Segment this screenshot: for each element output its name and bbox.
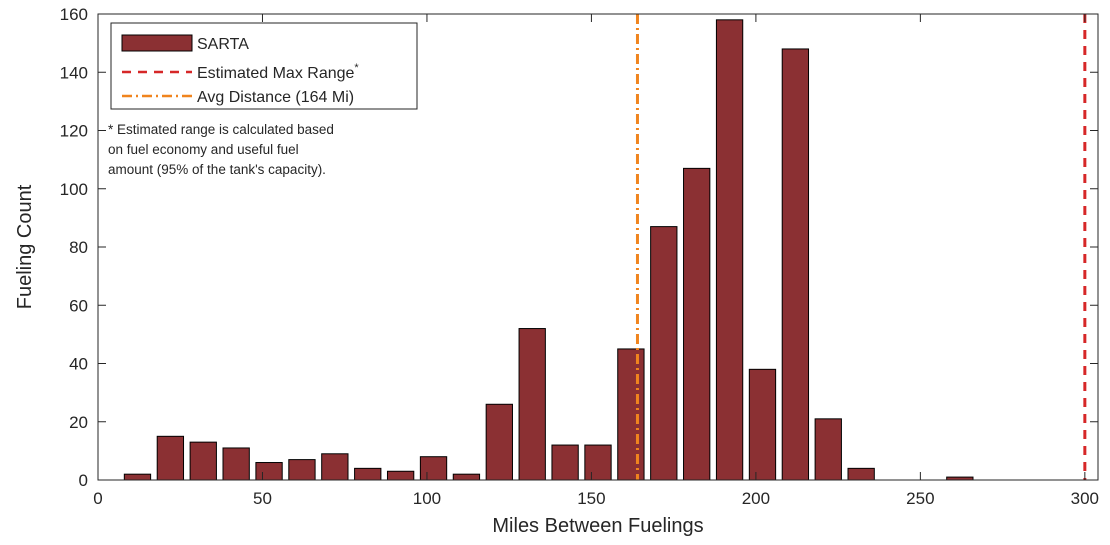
bar-32 <box>189 441 217 481</box>
bar-182 <box>683 167 711 481</box>
legend: SARTA Estimated Max Range* Avg Distance … <box>110 22 418 110</box>
bar-172 <box>650 226 678 481</box>
y-tick-label: 160 <box>60 5 88 24</box>
bar-12 <box>123 473 152 481</box>
bar-162 <box>617 348 645 481</box>
x-tick-label: 100 <box>413 489 441 508</box>
legend-label-max-range: Estimated Max Range* <box>197 62 359 82</box>
reference-lines-layer <box>635 14 1087 480</box>
bar-92 <box>386 470 415 481</box>
bars-layer <box>123 19 974 481</box>
bar-112 <box>452 473 481 481</box>
y-tick-label: 120 <box>60 122 88 141</box>
legend-superscript: * <box>354 62 359 74</box>
bar-82 <box>354 467 382 481</box>
bar-222 <box>814 418 842 481</box>
legend-label-sarta: SARTA <box>197 36 249 53</box>
bar-102 <box>419 456 448 481</box>
y-axis-ticks: 0 20 40 60 80 100 120 140 160 <box>60 5 1098 490</box>
x-axis-title: Miles Between Fuelings <box>492 515 703 537</box>
bar-62 <box>288 459 316 481</box>
x-tick-label: 300 <box>1071 489 1099 508</box>
x-tick-label: 200 <box>742 489 770 508</box>
bar-212 <box>781 48 810 481</box>
y-tick-label: 40 <box>69 355 88 374</box>
bar-192 <box>715 19 744 481</box>
bar-72 <box>321 453 349 481</box>
annotation-line-2: on fuel economy and useful fuel <box>108 142 299 157</box>
x-tick-label: 0 <box>93 489 102 508</box>
annotation-note: * Estimated range is calculated based on… <box>108 122 334 177</box>
y-tick-label: 100 <box>60 180 88 199</box>
legend-label-max-range-text: Estimated Max Range <box>197 65 355 82</box>
y-tick-label: 140 <box>60 63 88 82</box>
bar-232 <box>847 467 875 481</box>
annotation-line-1: * Estimated range is calculated based <box>108 122 334 137</box>
bar-52 <box>255 462 283 481</box>
y-tick-label: 20 <box>69 413 88 432</box>
x-tick-label: 50 <box>253 489 272 508</box>
y-tick-label: 0 <box>79 471 88 490</box>
legend-swatch-sarta <box>121 34 193 52</box>
bar-152 <box>584 444 612 481</box>
y-tick-label: 60 <box>69 296 88 315</box>
bar-132 <box>518 328 546 481</box>
x-axis-ticks: 0 50 100 150 200 250 300 <box>93 14 1099 508</box>
y-tick-label: 80 <box>69 238 88 257</box>
x-tick-label: 150 <box>577 489 605 508</box>
bar-42 <box>222 447 250 481</box>
bar-122 <box>485 403 513 481</box>
x-tick-label: 250 <box>906 489 934 508</box>
bar-22 <box>156 435 185 481</box>
annotation-line-3: amount (95% of the tank's capacity). <box>108 162 326 177</box>
bar-202 <box>748 368 777 481</box>
bar-142 <box>551 444 579 481</box>
y-axis-title: Fueling Count <box>14 184 36 309</box>
legend-label-avg-distance: Avg Distance (164 Mi) <box>197 89 354 106</box>
